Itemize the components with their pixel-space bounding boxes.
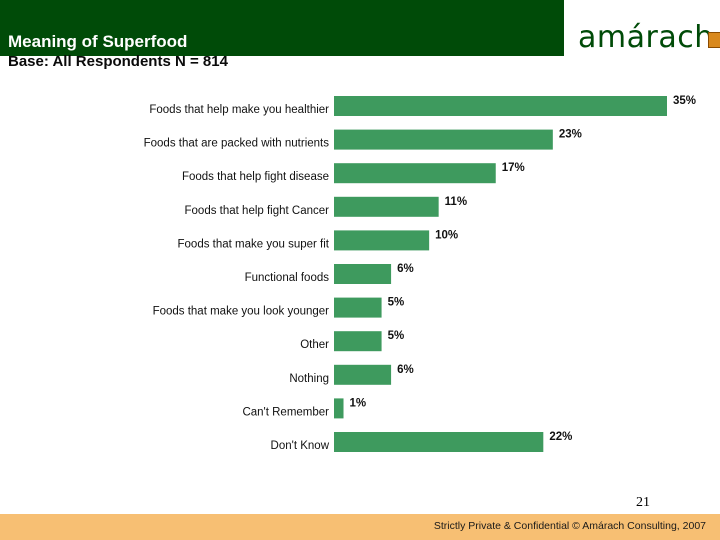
page-number: 21 bbox=[636, 495, 650, 510]
category-label: Don't Know bbox=[271, 440, 330, 452]
category-label: Nothing bbox=[289, 373, 329, 385]
bar-foods-that-make-you-super-fit bbox=[334, 230, 430, 251]
bar-foods-that-help-make-you-healthier bbox=[334, 96, 667, 116]
footer-bar: Strictly Private & Confidential © Amárac… bbox=[0, 514, 720, 540]
category-label: Other bbox=[300, 339, 329, 351]
slide-subtitle: Base: All Respondents N = 814 bbox=[8, 53, 228, 70]
category-label: Foods that help fight Cancer bbox=[185, 205, 330, 217]
value-label: 17% bbox=[502, 162, 525, 174]
bar-foods-that-are-packed-with-nutrients bbox=[334, 129, 553, 150]
category-label: Foods that help fight disease bbox=[182, 171, 329, 183]
bar-functional-foods bbox=[334, 264, 392, 284]
bar-nothing bbox=[334, 364, 392, 385]
category-label: Foods that make you super fit bbox=[178, 238, 330, 250]
bar-chart: Foods that help make you healthier 35% Foo… bbox=[144, 95, 696, 452]
bar-foods-that-help-fight-disease bbox=[334, 163, 496, 184]
category-label: Can't Remember bbox=[242, 406, 329, 418]
category-label: Foods that make you look younger bbox=[153, 306, 330, 318]
header-bar: Meaning of Superfood bbox=[0, 0, 564, 56]
value-label: 1% bbox=[350, 397, 367, 409]
bar-foods-that-make-you-look-younger bbox=[334, 297, 382, 318]
amarach-logo: amárach bbox=[566, 14, 720, 58]
logo-text: amárach bbox=[578, 20, 714, 55]
value-label: 11% bbox=[445, 196, 467, 208]
logo-mark-icon bbox=[708, 32, 720, 48]
slide-title: Meaning of Superfood bbox=[8, 32, 188, 51]
bar-other bbox=[334, 331, 382, 352]
value-label: 5% bbox=[388, 297, 405, 309]
value-label: 6% bbox=[397, 263, 414, 275]
category-label: Functional foods bbox=[245, 272, 330, 284]
category-label: Foods that help make you healthier bbox=[149, 104, 329, 116]
bar-foods-that-help-fight-cancer bbox=[334, 196, 439, 217]
value-label: 35% bbox=[673, 95, 696, 107]
category-label: Foods that are packed with nutrients bbox=[144, 138, 330, 150]
value-label: 23% bbox=[559, 129, 582, 141]
bar-can-t-remember bbox=[334, 398, 344, 419]
bar-don-t-know bbox=[334, 432, 544, 452]
value-label: 22% bbox=[549, 431, 572, 443]
value-label: 10% bbox=[435, 229, 458, 241]
value-label: 5% bbox=[388, 330, 405, 342]
value-label: 6% bbox=[397, 364, 414, 376]
footer-text: Strictly Private & Confidential © Amárac… bbox=[433, 520, 706, 532]
